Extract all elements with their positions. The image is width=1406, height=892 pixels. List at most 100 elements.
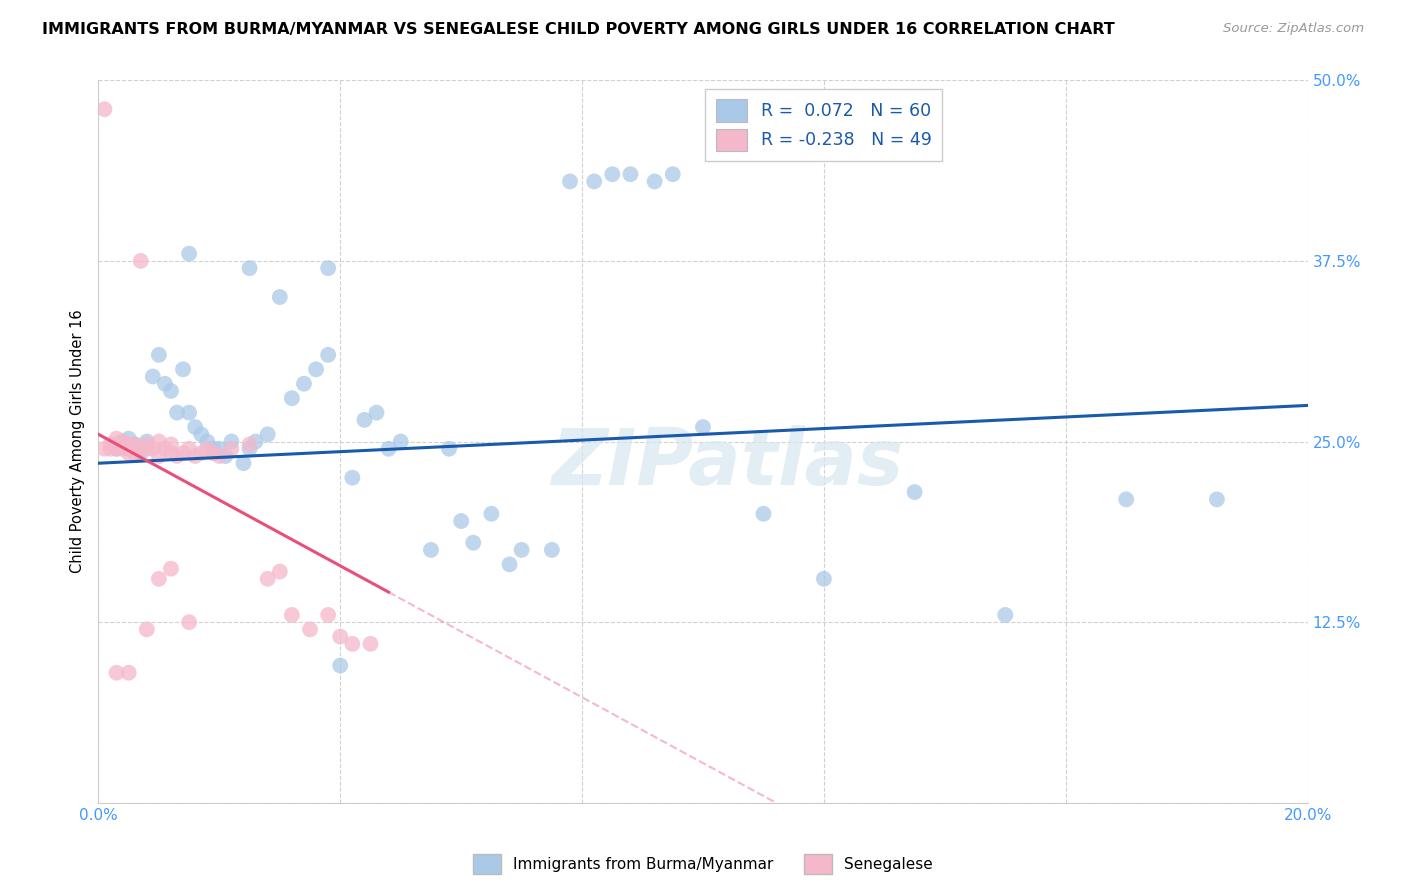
Point xyxy=(342,637,364,651)
Point xyxy=(752,507,775,521)
Point xyxy=(316,607,339,622)
Text: ZIPatlas: ZIPatlas xyxy=(551,425,903,501)
Point xyxy=(118,437,141,451)
Point xyxy=(142,369,165,384)
Point xyxy=(100,442,122,456)
Point xyxy=(135,623,157,637)
Point xyxy=(360,637,382,651)
Point xyxy=(214,449,236,463)
Point xyxy=(160,446,183,460)
Point xyxy=(129,442,152,456)
Point xyxy=(239,261,262,276)
Point xyxy=(179,406,201,420)
Point xyxy=(124,437,146,451)
Point xyxy=(118,665,141,680)
Point xyxy=(184,420,207,434)
Point xyxy=(463,535,485,549)
Point xyxy=(299,623,322,637)
Point xyxy=(148,572,170,586)
Point xyxy=(1206,492,1229,507)
Point xyxy=(239,437,262,451)
Point xyxy=(111,434,134,449)
Point xyxy=(166,449,188,463)
Legend: Immigrants from Burma/Myanmar, Senegalese: Immigrants from Burma/Myanmar, Senegales… xyxy=(467,848,939,880)
Point xyxy=(148,348,170,362)
Point xyxy=(105,442,128,456)
Point xyxy=(153,376,176,391)
Point xyxy=(904,485,927,500)
Point xyxy=(692,420,714,434)
Point xyxy=(160,562,183,576)
Point xyxy=(190,427,212,442)
Point xyxy=(342,470,364,484)
Point xyxy=(269,290,291,304)
Point xyxy=(179,442,201,456)
Point xyxy=(142,442,165,456)
Legend: R =  0.072   N = 60, R = -0.238   N = 49: R = 0.072 N = 60, R = -0.238 N = 49 xyxy=(706,89,942,161)
Point xyxy=(195,434,218,449)
Point xyxy=(644,174,666,188)
Point xyxy=(510,542,533,557)
Point xyxy=(100,437,122,451)
Point xyxy=(93,102,115,116)
Point xyxy=(166,406,188,420)
Text: Source: ZipAtlas.com: Source: ZipAtlas.com xyxy=(1223,22,1364,36)
Point xyxy=(160,384,183,398)
Point xyxy=(329,658,352,673)
Point xyxy=(1115,492,1137,507)
Point xyxy=(481,507,503,521)
Point xyxy=(135,434,157,449)
Point xyxy=(105,442,128,456)
Point xyxy=(208,449,231,463)
Point xyxy=(124,437,146,451)
Y-axis label: Child Poverty Among Girls Under 16: Child Poverty Among Girls Under 16 xyxy=(70,310,86,574)
Text: IMMIGRANTS FROM BURMA/MYANMAR VS SENEGALESE CHILD POVERTY AMONG GIRLS UNDER 16 C: IMMIGRANTS FROM BURMA/MYANMAR VS SENEGAL… xyxy=(42,22,1115,37)
Point xyxy=(256,427,278,442)
Point xyxy=(195,442,218,456)
Point xyxy=(305,362,328,376)
Point xyxy=(118,442,141,456)
Point xyxy=(366,406,388,420)
Point xyxy=(389,434,412,449)
Point xyxy=(105,437,128,451)
Point xyxy=(105,432,128,446)
Point xyxy=(269,565,291,579)
Point xyxy=(353,413,375,427)
Point xyxy=(148,449,170,463)
Point xyxy=(202,442,225,456)
Point xyxy=(813,572,835,586)
Point xyxy=(148,434,170,449)
Point xyxy=(172,446,194,460)
Point xyxy=(619,167,641,181)
Point xyxy=(93,442,115,456)
Point xyxy=(498,558,520,572)
Point xyxy=(105,665,128,680)
Point xyxy=(540,542,562,557)
Point xyxy=(377,442,399,456)
Point xyxy=(111,434,134,449)
Point xyxy=(124,446,146,460)
Point xyxy=(111,442,134,456)
Point xyxy=(450,514,472,528)
Point xyxy=(190,446,212,460)
Point xyxy=(256,572,278,586)
Point xyxy=(179,246,201,260)
Point xyxy=(558,174,581,188)
Point xyxy=(420,542,443,557)
Point xyxy=(111,437,134,451)
Point xyxy=(583,174,606,188)
Point xyxy=(602,167,624,181)
Point xyxy=(135,442,157,456)
Point xyxy=(232,456,254,470)
Point xyxy=(221,434,243,449)
Point xyxy=(179,615,201,630)
Point xyxy=(329,630,352,644)
Point xyxy=(118,446,141,460)
Point xyxy=(208,442,231,456)
Point xyxy=(661,167,683,181)
Point xyxy=(135,437,157,451)
Point xyxy=(129,446,152,460)
Point xyxy=(172,362,194,376)
Point xyxy=(292,376,315,391)
Point xyxy=(160,437,183,451)
